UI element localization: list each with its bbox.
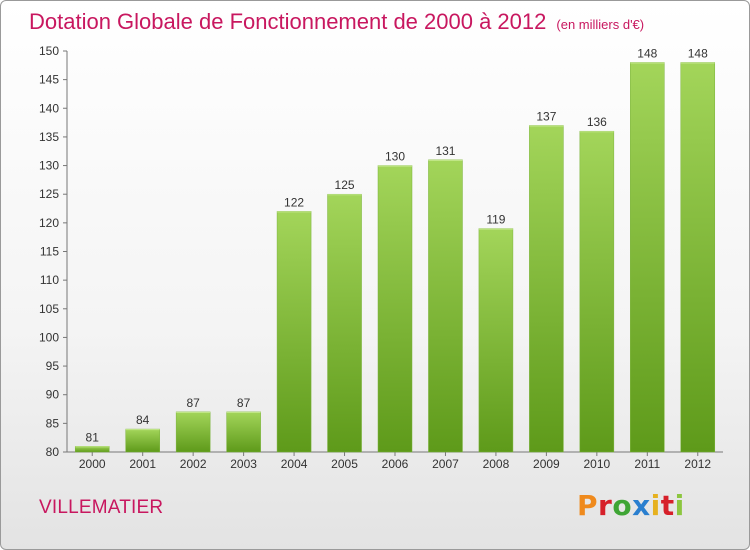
x-tick-label-2001: 2001 — [129, 457, 156, 471]
bar-2001 — [125, 428, 160, 453]
x-tick-label-2003: 2003 — [230, 457, 257, 471]
bar-2003 — [226, 411, 261, 453]
proxiti-logo: Proxiti — [577, 489, 685, 522]
x-tick-label-2002: 2002 — [180, 457, 207, 471]
bar-2007 — [428, 159, 463, 453]
value-label-2005: 125 — [335, 178, 355, 192]
y-tick-label: 140 — [39, 101, 59, 115]
logo-letter: i — [674, 489, 685, 522]
x-tick-label-2006: 2006 — [382, 457, 409, 471]
bar-2002 — [175, 411, 211, 453]
commune-name: VILLEMATIER — [39, 497, 164, 518]
bar-2012 — [680, 62, 716, 453]
x-tick-label-2000: 2000 — [79, 457, 106, 471]
value-label-2009: 137 — [536, 109, 556, 123]
logo-letter: P — [577, 489, 599, 522]
value-label-2008: 119 — [486, 213, 505, 227]
y-tick-label: 150 — [39, 44, 59, 58]
y-tick-label: 95 — [46, 359, 60, 373]
x-tick-label-2005: 2005 — [331, 457, 358, 471]
x-tick-label-2011: 2011 — [634, 457, 660, 471]
x-tick-label-2010: 2010 — [583, 457, 610, 471]
y-tick-label: 135 — [39, 130, 59, 144]
value-label-2010: 136 — [587, 115, 607, 129]
value-label-2000: 81 — [86, 430, 100, 444]
value-label-2004: 122 — [284, 195, 304, 209]
value-label-2003: 87 — [237, 396, 251, 410]
axes: 80 85 90 95 100 105 110 115 120 125 130 135 140 145 15… — [39, 44, 723, 471]
value-label-2007: 131 — [435, 144, 455, 158]
value-label-2002: 87 — [186, 396, 200, 410]
value-label-2011: 148 — [637, 46, 657, 60]
logo-letter: i — [650, 489, 661, 522]
bar-2011 — [630, 62, 665, 453]
y-tick-label: 80 — [46, 445, 60, 459]
value-label-2006: 130 — [385, 150, 405, 164]
x-tick-label-2008: 2008 — [483, 457, 510, 471]
x-tick-label-2009: 2009 — [533, 457, 560, 471]
x-tick-label-2012: 2012 — [684, 457, 711, 471]
logo-letter: r — [598, 489, 613, 522]
bar-2006 — [377, 165, 413, 453]
y-tick-label: 125 — [39, 187, 59, 201]
bar-2010 — [579, 130, 615, 453]
value-label-2001: 84 — [136, 413, 150, 427]
y-tick-label: 85 — [46, 416, 60, 430]
y-tick-label: 90 — [46, 388, 60, 402]
y-tick-label: 145 — [39, 73, 59, 87]
bars: 81 84 87 87 122 125 130 131 119 137 136 148 148 — [74, 46, 716, 453]
logo-letter: t — [660, 489, 675, 522]
y-tick-label: 110 — [40, 273, 59, 287]
logo-letter: o — [612, 489, 633, 522]
chart-unit: (en milliers d'€) — [556, 17, 645, 32]
chart-title-text: Dotation Globale de Fonctionnement de 20… — [29, 9, 547, 34]
y-tick-label: 115 — [40, 245, 59, 259]
y-tick-label: 120 — [39, 216, 59, 230]
y-tick-label: 130 — [39, 159, 59, 173]
bar-2008 — [478, 228, 514, 453]
bar-2009 — [529, 125, 564, 453]
bar-2004 — [276, 211, 312, 453]
value-label-2012: 148 — [688, 46, 708, 60]
x-tick-label-2007: 2007 — [432, 457, 459, 471]
x-tick-label-2004: 2004 — [281, 457, 308, 471]
y-tick-label: 100 — [39, 330, 59, 344]
logo-letter: x — [632, 489, 651, 522]
bar-2005 — [327, 193, 362, 453]
y-tick-label: 105 — [39, 302, 59, 316]
chart-title: Dotation Globale de Fonctionnement de 20… — [29, 9, 644, 35]
